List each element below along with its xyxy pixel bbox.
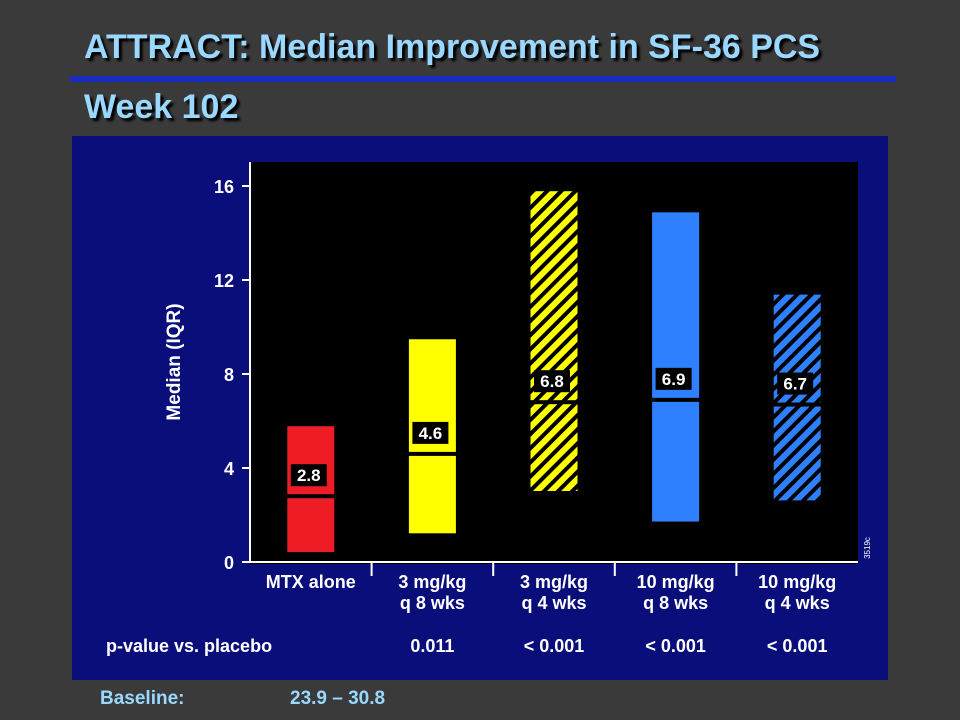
slide-code: 3519c [863, 537, 872, 559]
y-tick-label: 4 [224, 459, 234, 479]
iqr-bar [651, 211, 701, 523]
median-line [408, 451, 457, 456]
p-value: < 0.001 [645, 636, 706, 656]
median-line [530, 400, 578, 405]
median-line [286, 494, 335, 499]
y-axis-title: Median (IQR) [164, 303, 185, 420]
x-category-label: MTX alone [266, 572, 356, 592]
median-label-box [412, 421, 449, 444]
slide-title: ATTRACT: Median Improvement in SF-36 PCS [84, 28, 821, 66]
baseline-label: Baseline: [100, 688, 185, 709]
iqr-bar [286, 425, 336, 554]
iqr-bar [772, 293, 822, 502]
median-label-box [534, 370, 570, 393]
p-value-row-label: p-value vs. placebo [106, 636, 272, 656]
x-category-label: 10 mg/kg [758, 572, 836, 592]
baseline-value: 23.9 – 30.8 [290, 688, 386, 709]
median-line [773, 402, 822, 407]
x-category-label: 3 mg/kg [520, 572, 588, 592]
iqr-bar [529, 190, 579, 492]
x-category-label: q 4 wks [521, 593, 586, 613]
median-label: 6.7 [783, 375, 807, 394]
y-tick-label: 0 [224, 553, 234, 573]
median-label-box [655, 367, 692, 390]
p-value: < 0.001 [524, 636, 585, 656]
median-label-box [777, 372, 814, 395]
median-label: 6.9 [662, 370, 686, 389]
x-category-label: q 4 wks [765, 593, 830, 613]
x-category-label: 10 mg/kg [637, 572, 715, 592]
median-line [651, 397, 700, 402]
y-tick-label: 16 [214, 177, 234, 197]
median-label-box [290, 464, 327, 487]
title-rule [70, 76, 896, 82]
median-label: 6.8 [540, 372, 564, 391]
x-category-label: 3 mg/kg [398, 572, 466, 592]
p-value: 0.011 [410, 636, 454, 656]
y-tick-label: 12 [214, 271, 234, 291]
p-value: < 0.001 [767, 636, 828, 656]
median-label: 4.6 [419, 424, 443, 443]
y-tick-label: 8 [224, 365, 234, 385]
x-category-label: q 8 wks [400, 593, 465, 613]
median-label: 2.8 [297, 466, 321, 485]
x-category-label: q 8 wks [643, 593, 708, 613]
slide-subtitle: Week 102 [84, 88, 239, 126]
